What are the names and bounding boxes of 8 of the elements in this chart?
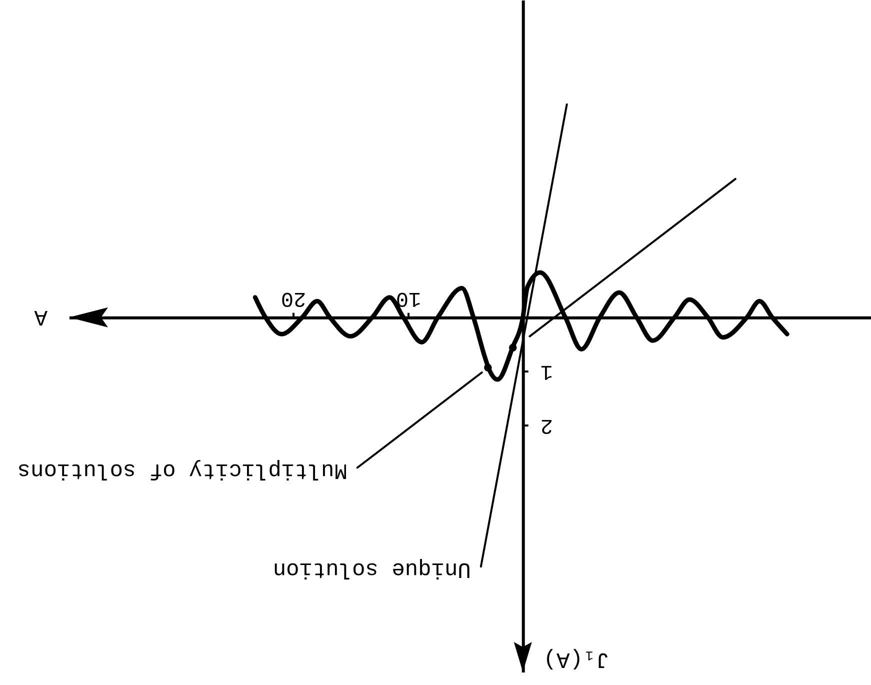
x-tick-label: 20 bbox=[280, 286, 306, 309]
x-axis-title: A bbox=[34, 304, 48, 329]
series-label: Multiplicity of solutions bbox=[17, 458, 348, 483]
y-axis-title: J₁(A) bbox=[543, 646, 610, 672]
series-label: Unique solution bbox=[272, 556, 471, 582]
x-tick-label: 10 bbox=[396, 286, 422, 309]
y-tick-label: 2 bbox=[540, 412, 553, 436]
y-tick-label: 1 bbox=[540, 358, 553, 382]
